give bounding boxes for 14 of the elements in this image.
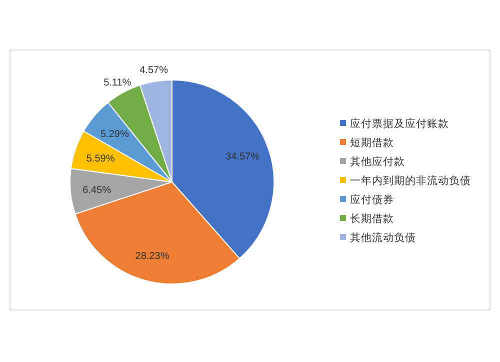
legend-label: 应付票据及应付账款 [350,117,449,130]
data-label: 5.11% [104,78,132,89]
legend-label: 长期借款 [350,212,394,225]
legend-label: 一年内到期的非流动负债 [350,174,471,187]
data-label: 5.29% [100,128,129,140]
data-label: 5.59% [86,154,115,165]
legend-label: 其他流动负债 [350,231,416,244]
legend-label: 短期借款 [350,137,394,149]
data-label: 28.23% [135,250,170,262]
data-label: 34.57% [226,151,260,162]
data-label: 6.45% [82,185,112,196]
legend-label: 应付债券 [350,193,394,206]
legend-label: 其他应付款 [350,155,405,168]
data-label: 4.57% [140,65,168,76]
